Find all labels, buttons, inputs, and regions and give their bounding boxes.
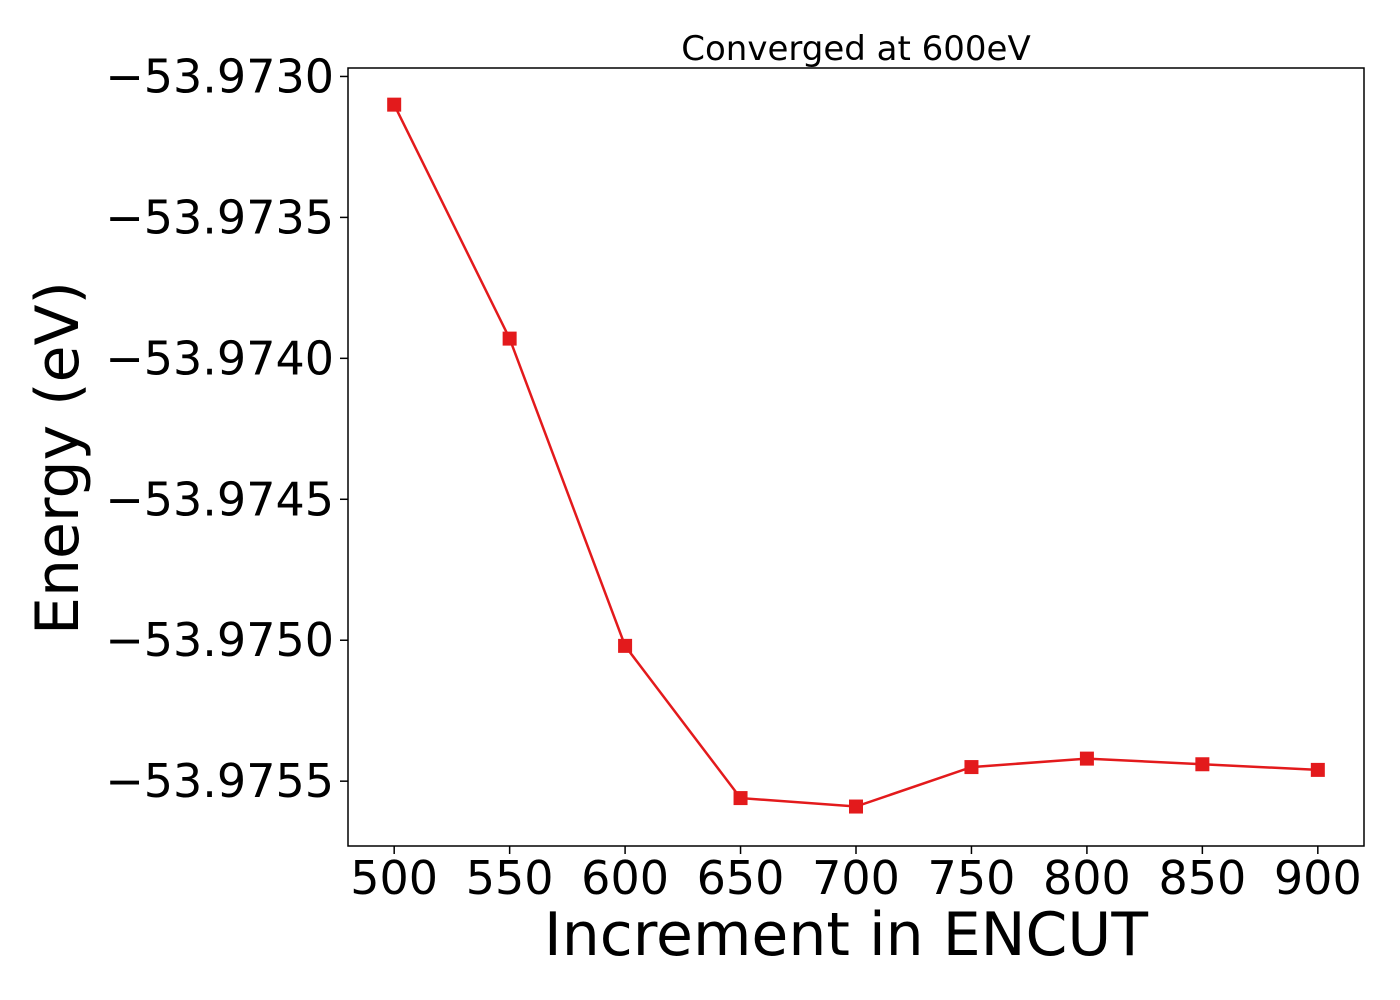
data-point-marker [618,638,633,653]
plot-area [387,97,1325,814]
data-point-marker [502,331,517,346]
x-tick-label: 700 [812,851,900,905]
data-point-marker [1310,762,1325,777]
y-tick-label: −53.9730 [105,49,334,103]
y-tick-label: −53.9755 [105,754,334,808]
x-tick-label: 550 [466,851,554,905]
x-axis: 500 550 600 650 700 750 800 850 900 [350,846,1362,905]
y-axis: −53.9730 −53.9735 −53.9740 −53.9745 −53.9750… [105,49,348,808]
y-axis-label: Energy (eV) [23,281,93,635]
x-tick-label: 750 [928,851,1016,905]
x-tick-label: 500 [350,851,438,905]
x-tick-label: 900 [1274,851,1362,905]
x-tick-label: 650 [697,851,785,905]
data-point-marker [733,791,748,806]
y-tick-label: −53.9735 [105,190,334,244]
data-point-marker [849,799,863,814]
x-tick-label: 850 [1158,851,1246,905]
x-tick-label: 600 [581,851,669,905]
data-point-marker [387,97,402,112]
data-point-marker [1079,751,1094,766]
chart-title: Converged at 600eV [681,29,1030,69]
x-tick-label: 800 [1043,851,1131,905]
data-point-marker [1195,757,1210,772]
series-line [393,104,1318,808]
plot-frame [347,67,1365,847]
y-tick-label: −53.9745 [105,472,334,526]
y-tick-label: −53.9750 [105,613,334,667]
data-point-marker [964,760,979,775]
x-axis-label: Increment in ENCUT [544,900,1148,970]
y-tick-label: −53.9740 [105,331,334,385]
